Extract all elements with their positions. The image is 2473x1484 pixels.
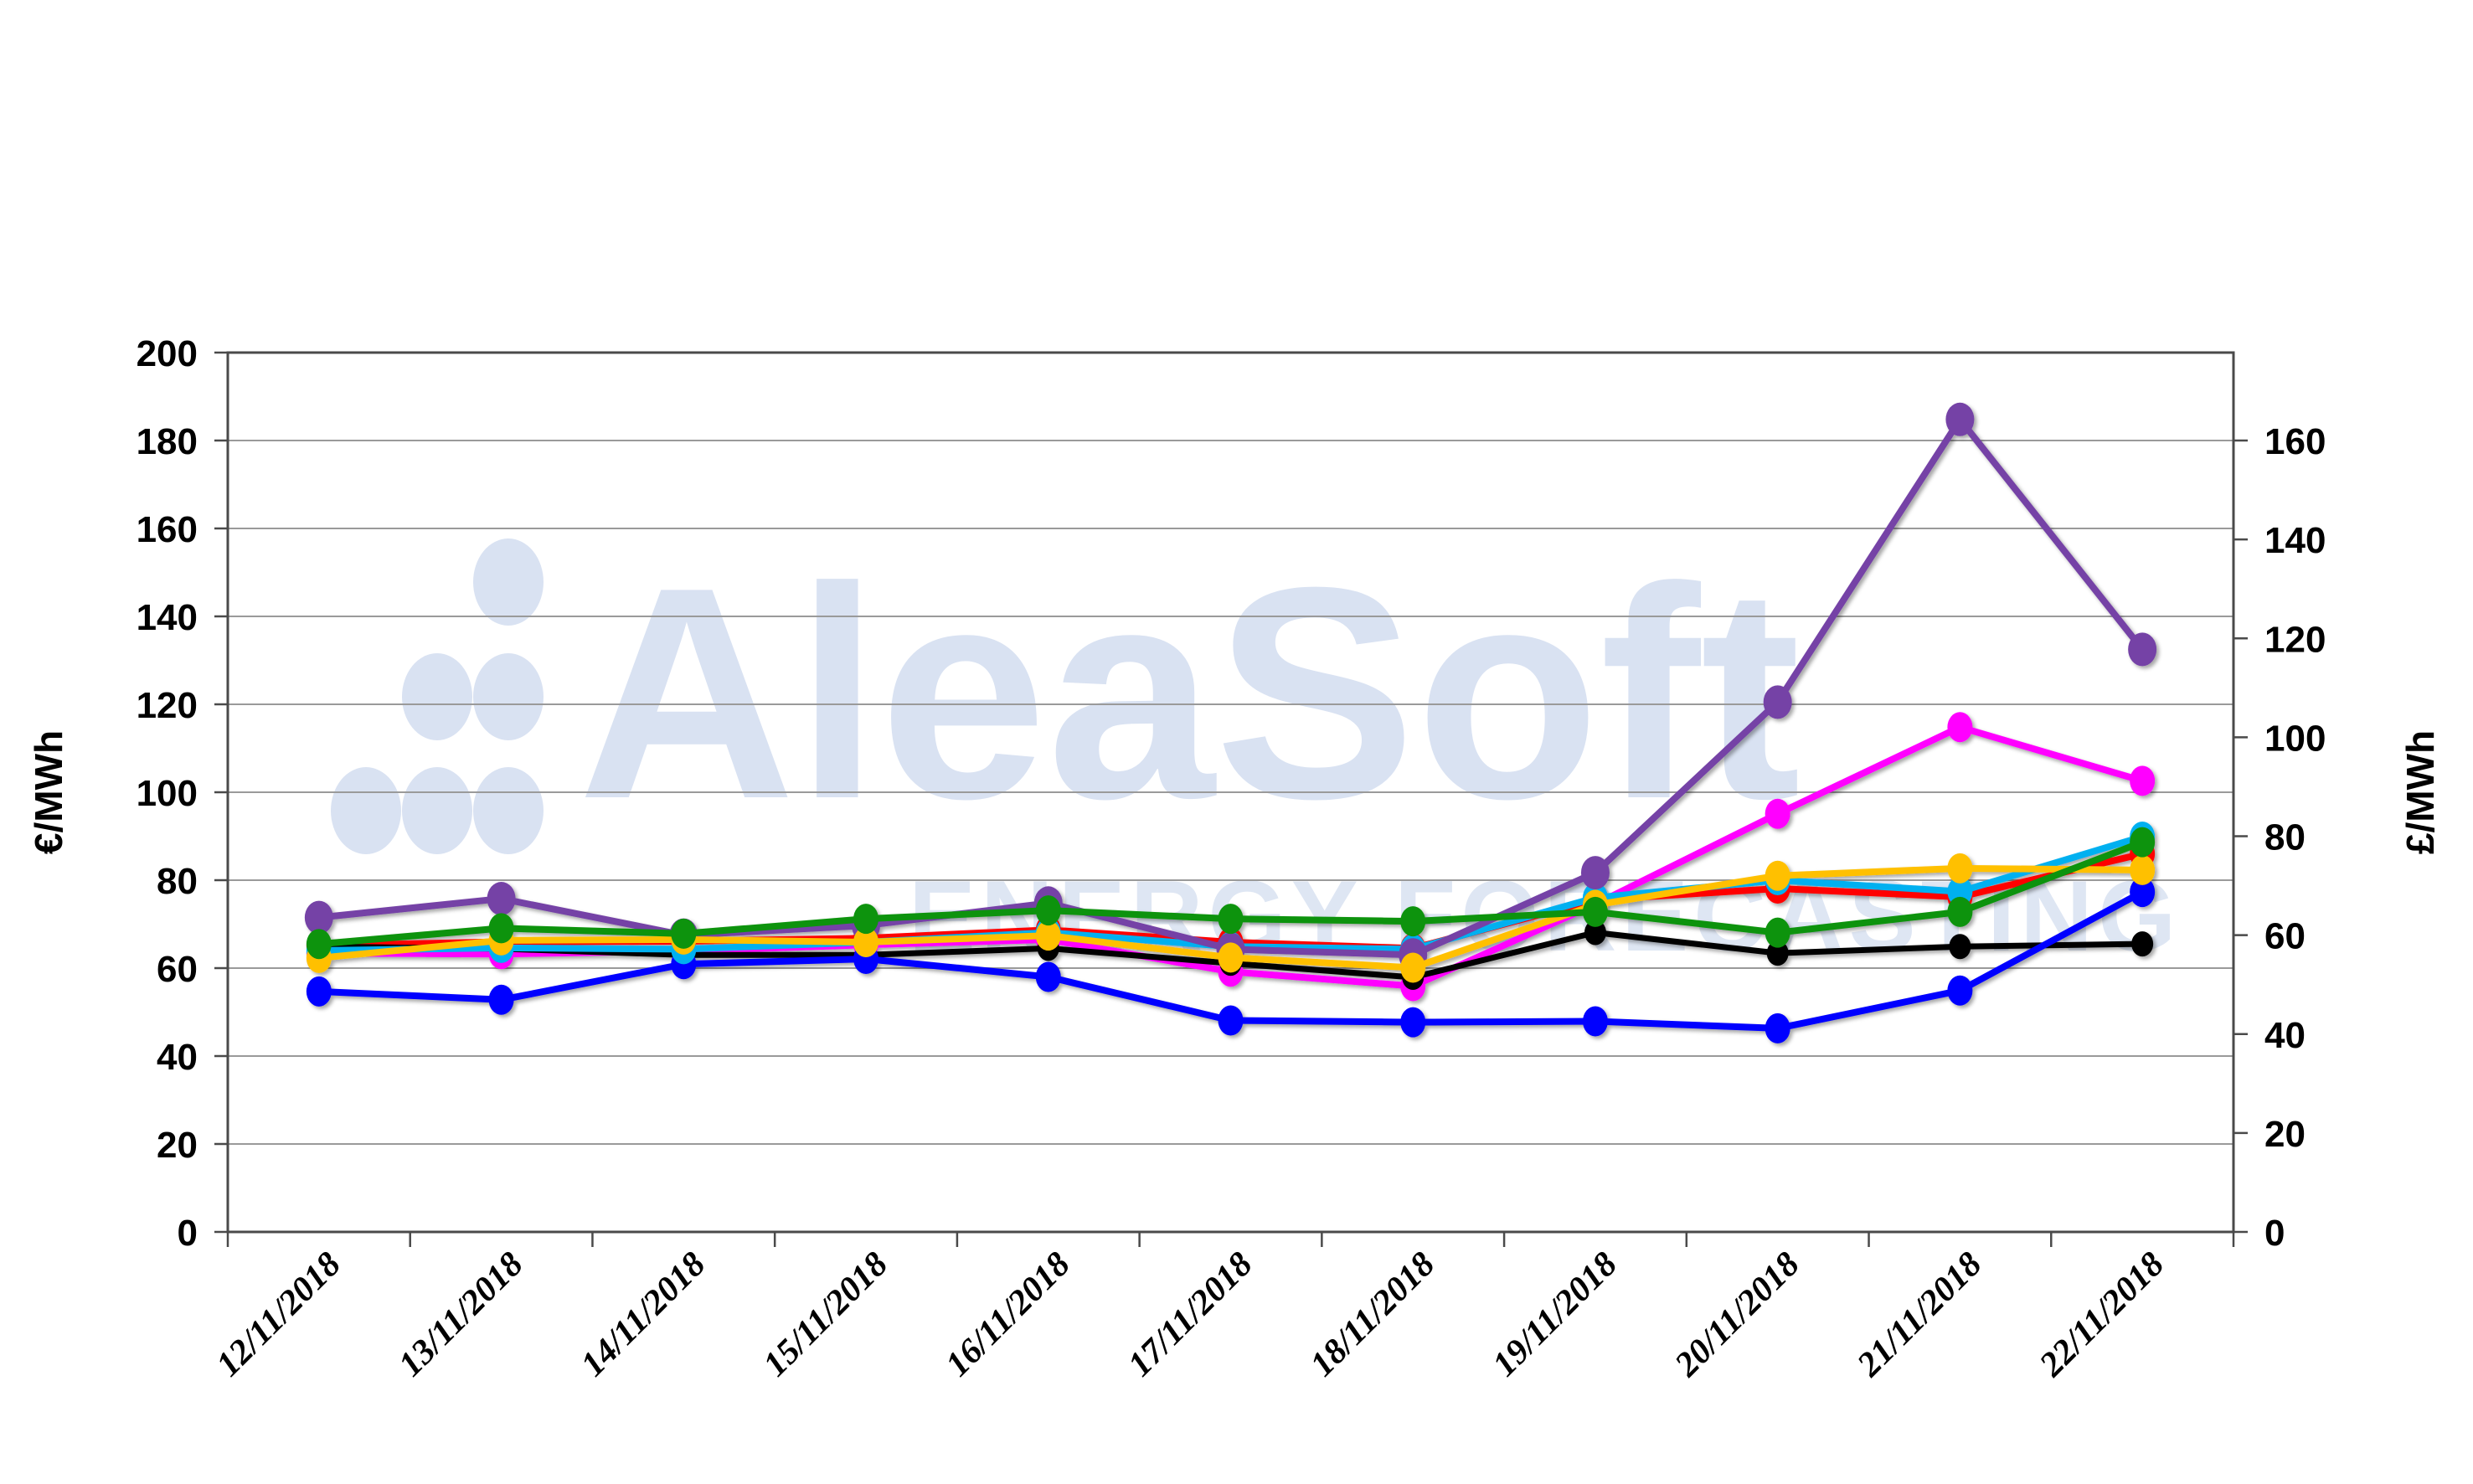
left-axis-tick-label: 140 bbox=[137, 597, 198, 638]
data-point-marker-icon bbox=[487, 882, 516, 916]
data-point-marker-icon bbox=[1765, 1013, 1790, 1043]
data-point-marker-icon bbox=[1765, 798, 1790, 829]
watermark-dot-icon bbox=[473, 653, 544, 740]
data-point-marker-icon bbox=[1947, 712, 1973, 743]
right-axis-tick-label: 100 bbox=[2264, 718, 2326, 759]
data-point-marker-icon bbox=[1947, 896, 1973, 927]
data-point-marker-icon bbox=[1765, 917, 1790, 948]
right-axis-tick-label: 60 bbox=[2264, 916, 2306, 957]
data-point-marker-icon bbox=[1582, 896, 1608, 927]
left-axis-tick-label: 180 bbox=[137, 421, 198, 462]
data-point-marker-icon bbox=[671, 918, 697, 949]
data-point-marker-icon bbox=[853, 904, 879, 935]
data-point-marker-icon bbox=[2130, 877, 2156, 908]
left-axis-tick-label: 0 bbox=[178, 1213, 198, 1254]
right-axis-tick-label: 0 bbox=[2264, 1213, 2285, 1254]
data-point-marker-icon bbox=[1035, 920, 1061, 951]
data-point-marker-icon bbox=[1218, 1005, 1244, 1036]
series-group bbox=[304, 402, 2157, 1043]
data-point-marker-icon bbox=[2130, 765, 2156, 796]
data-point-marker-icon bbox=[488, 984, 514, 1015]
data-point-marker-icon bbox=[2130, 827, 2156, 858]
left-axis-tick-label: 40 bbox=[157, 1037, 198, 1078]
left-axis-tick-label: 160 bbox=[137, 509, 198, 550]
data-point-marker-icon bbox=[1584, 920, 1606, 946]
data-point-marker-icon bbox=[1949, 934, 1971, 960]
right-axis-tick-label: 40 bbox=[2264, 1015, 2306, 1056]
left-axis-tick-label: 120 bbox=[137, 685, 198, 726]
right-axis-tick-label: 160 bbox=[2264, 421, 2326, 462]
data-point-marker-icon bbox=[306, 976, 332, 1007]
gridlines bbox=[228, 440, 2233, 1145]
data-point-marker-icon bbox=[1035, 961, 1061, 992]
right-axis-tick-label: 20 bbox=[2264, 1114, 2306, 1155]
data-point-marker-icon bbox=[1763, 685, 1792, 719]
data-point-marker-icon bbox=[304, 900, 333, 935]
data-point-marker-icon bbox=[1218, 904, 1244, 935]
right-axis-tick-label: 80 bbox=[2264, 817, 2306, 858]
data-point-marker-icon bbox=[306, 929, 332, 960]
watermark-dot-icon bbox=[331, 767, 401, 854]
watermark-dot-icon bbox=[402, 767, 472, 854]
data-point-marker-icon bbox=[1765, 860, 1790, 891]
watermark-brand: AleaSoft bbox=[578, 525, 1801, 862]
axes: 0 20 40 60 80 100 120 140 160 180 200 0 20 40 60 80 100 1… bbox=[137, 333, 2326, 1254]
data-point-marker-icon bbox=[1400, 1007, 1426, 1038]
left-axis-title: €/MWh bbox=[27, 730, 70, 854]
data-point-marker-icon bbox=[1035, 895, 1061, 926]
left-axis-tick-label: 60 bbox=[157, 949, 198, 990]
data-point-marker-icon bbox=[1945, 402, 1975, 436]
left-axis-tick-label: 80 bbox=[157, 861, 198, 902]
data-point-marker-icon bbox=[1947, 975, 1973, 1006]
right-axis-tick-label: 120 bbox=[2264, 619, 2326, 660]
left-axis-tick-label: 100 bbox=[137, 773, 198, 814]
left-axis-tick-label: 200 bbox=[137, 333, 198, 374]
left-axis-tick-label: 20 bbox=[157, 1125, 198, 1166]
series-n2ex-united-kingdom bbox=[306, 827, 2156, 960]
data-point-marker-icon bbox=[2130, 854, 2156, 885]
data-point-marker-icon bbox=[853, 927, 879, 958]
data-point-marker-icon bbox=[488, 913, 514, 944]
data-point-marker-icon bbox=[1400, 952, 1426, 983]
data-point-marker-icon bbox=[1580, 856, 1610, 890]
watermark-dot-icon bbox=[402, 653, 472, 740]
watermark-dot-icon bbox=[473, 538, 544, 626]
right-axis-title: £/MWh bbox=[2398, 730, 2442, 854]
data-point-marker-icon bbox=[2128, 632, 2157, 667]
data-point-marker-icon bbox=[1582, 1006, 1608, 1037]
data-point-marker-icon bbox=[1218, 942, 1244, 973]
data-point-marker-icon bbox=[1766, 940, 1789, 966]
series-epex-spot-phelix bbox=[306, 877, 2156, 1043]
right-axis-tick-label: 140 bbox=[2264, 520, 2326, 561]
data-point-marker-icon bbox=[1947, 853, 1973, 884]
data-point-marker-icon bbox=[1400, 906, 1426, 937]
data-point-marker-icon bbox=[2131, 931, 2154, 957]
watermark-dot-icon bbox=[473, 767, 544, 854]
